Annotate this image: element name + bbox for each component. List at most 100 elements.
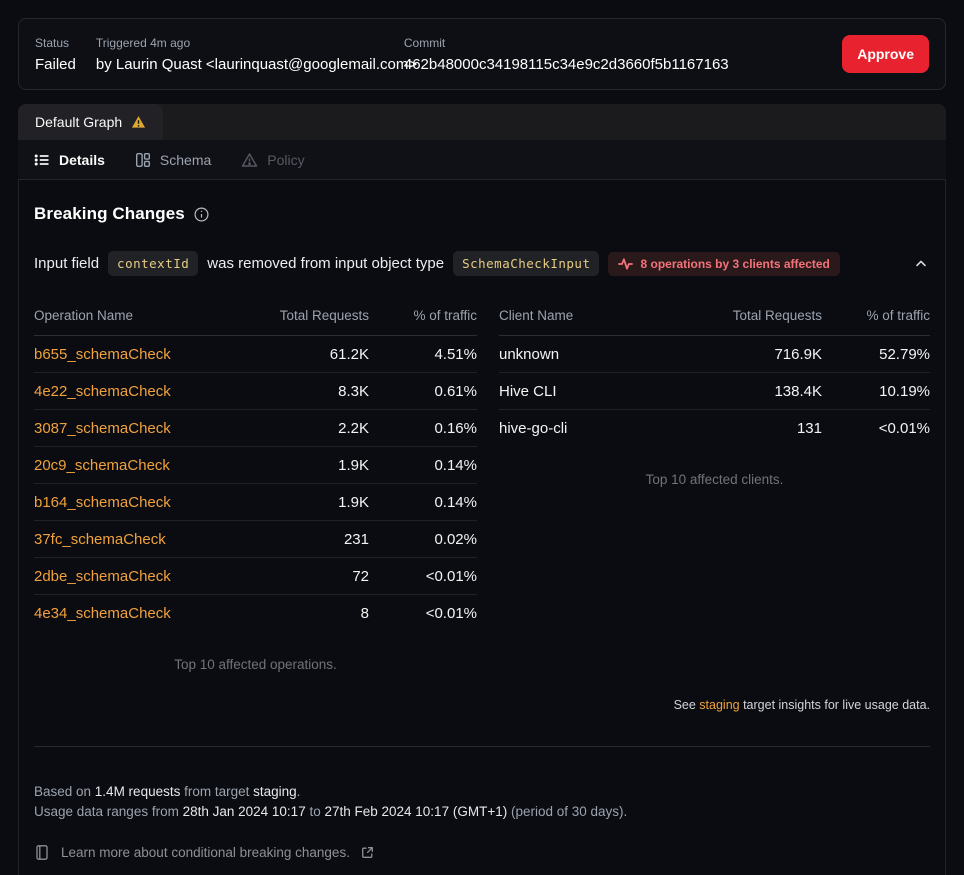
operations-header-row: Operation Name Total Requests % of traff…	[34, 304, 477, 336]
operations-col-requests: Total Requests	[224, 304, 369, 336]
total-requests-cell: 1.9K	[224, 446, 369, 484]
triggered-label: Triggered 4m ago	[95, 35, 191, 50]
graph-tab-strip: Default Graph	[18, 104, 946, 140]
total-requests-cell: 231	[224, 520, 369, 558]
clients-col-traffic: % of traffic	[822, 304, 930, 336]
list-icon	[34, 152, 50, 168]
range-to: to	[305, 803, 325, 819]
info-icon[interactable]	[194, 206, 209, 222]
tab-schema-label: Schema	[159, 151, 212, 168]
table-row: 3087_schemaCheck 2.2K 0.16%	[34, 409, 477, 447]
traffic-percent-cell: 10.19%	[822, 372, 930, 410]
operation-name-cell[interactable]: 2dbe_schemaCheck	[34, 557, 224, 595]
affected-badge: 8 operations by 3 clients affected	[608, 251, 840, 276]
clients-column: Client Name Total Requests % of traffic …	[499, 304, 930, 672]
chevron-up-icon[interactable]	[912, 255, 930, 272]
tab-policy-label: Policy	[267, 151, 305, 168]
affected-badge-label: 8 operations by 3 clients affected	[640, 256, 830, 271]
total-requests-cell: 138.4K	[677, 372, 822, 410]
operation-name-cell[interactable]: b164_schemaCheck	[34, 483, 224, 521]
operation-name-cell[interactable]: 4e34_schemaCheck	[34, 594, 224, 632]
clients-col-requests: Total Requests	[677, 304, 822, 336]
operation-name-cell[interactable]: 20c9_schemaCheck	[34, 446, 224, 484]
table-row: unknown 716.9K 52.79%	[499, 336, 930, 373]
client-name-cell: unknown	[499, 345, 560, 363]
clients-col-name: Client Name	[499, 304, 677, 336]
book-icon	[34, 844, 50, 861]
total-requests-cell: 8.3K	[224, 372, 369, 410]
table-row: b655_schemaCheck 61.2K 4.51%	[34, 336, 477, 373]
range-end-date: 27th Feb 2024 10:17 (GMT+1)	[324, 803, 508, 819]
insights-note-prefix: See	[673, 697, 700, 712]
triggered-author: by Laurin Quast <laurinquast@googlemail.…	[95, 55, 418, 73]
traffic-percent-cell: 0.61%	[369, 372, 477, 410]
range-suffix: (period of 30 days).	[507, 803, 628, 819]
staging-link[interactable]: staging	[699, 697, 740, 712]
usage-summary-line2: Usage data ranges from 28th Jan 2024 10:…	[34, 802, 930, 822]
activity-icon	[618, 257, 634, 271]
clients-table: Client Name Total Requests % of traffic …	[499, 304, 930, 447]
operations-col-name: Operation Name	[34, 304, 224, 336]
divider	[34, 745, 930, 747]
total-requests-cell: 72	[224, 557, 369, 595]
tab-policy[interactable]: Policy	[241, 151, 305, 168]
traffic-percent-cell: <0.01%	[369, 594, 477, 632]
table-row: 2dbe_schemaCheck 72 <0.01%	[34, 557, 477, 595]
client-name-cell: Hive CLI	[499, 372, 677, 410]
total-requests-cell: 61.2K	[329, 345, 369, 363]
range-start-date: 28th Jan 2024 10:17	[182, 803, 306, 819]
operations-column: Operation Name Total Requests % of traff…	[34, 304, 477, 672]
based-suffix: .	[296, 783, 301, 799]
insights-note: See staging target insights for live usa…	[34, 698, 930, 712]
commit-hash: 462b48000c34198115c34e9c2d3660f5b1167163	[403, 55, 729, 73]
approve-button[interactable]: Approve	[842, 35, 929, 73]
insights-note-suffix: target insights for live usage data.	[739, 697, 930, 712]
triggered-block: Triggered 4m ago by Laurin Quast <laurin…	[95, 35, 418, 74]
traffic-percent-cell: <0.01%	[369, 557, 477, 595]
schema-icon	[135, 152, 151, 168]
table-row: Hive CLI 138.4K 10.19%	[499, 372, 930, 410]
total-requests-cell: 1.9K	[224, 483, 369, 521]
operation-name-cell[interactable]: 37fc_schemaCheck	[34, 520, 224, 558]
operation-name-cell[interactable]: b655_schemaCheck	[34, 345, 171, 363]
operations-caption: Top 10 affected operations.	[174, 656, 337, 672]
field-code-badge: contextId	[108, 251, 199, 276]
range-prefix: Usage data ranges from	[34, 803, 183, 819]
clients-caption: Top 10 affected clients.	[645, 471, 784, 487]
total-requests-cell: 131	[677, 409, 822, 447]
usage-summary-line1: Based on 1.4M requests from target stagi…	[34, 782, 930, 802]
tab-details[interactable]: Details	[34, 152, 105, 168]
table-row: 4e22_schemaCheck 8.3K 0.61%	[34, 372, 477, 410]
based-prefix: Based on	[34, 783, 95, 799]
client-name-cell: hive-go-cli	[499, 409, 677, 447]
graph-tab-label: Default Graph	[35, 114, 123, 130]
operation-name-cell[interactable]: 4e22_schemaCheck	[34, 372, 224, 410]
tab-default-graph[interactable]: Default Graph	[18, 104, 164, 140]
operation-name-cell[interactable]: 3087_schemaCheck	[34, 409, 224, 447]
subtab-row: Details Schema	[18, 140, 946, 180]
type-code-badge: SchemaCheckInput	[453, 251, 600, 276]
breaking-change-row[interactable]: Input field contextId was removed from i…	[34, 251, 930, 276]
traffic-percent-cell: 0.16%	[369, 409, 477, 447]
external-link-icon	[361, 846, 374, 859]
based-mid: from target	[180, 783, 254, 799]
status-block: Status Failed	[35, 35, 76, 74]
schema-check-page: Status Failed Triggered 4m ago by Laurin…	[0, 18, 964, 875]
check-header-card: Status Failed Triggered 4m ago by Laurin…	[18, 18, 946, 90]
learn-more-link[interactable]: Learn more about conditional breaking ch…	[34, 844, 930, 861]
tab-schema[interactable]: Schema	[135, 152, 211, 168]
usage-summary: Based on 1.4M requests from target stagi…	[34, 782, 930, 822]
table-row: hive-go-cli 131 <0.01%	[499, 409, 930, 447]
table-row: b164_schemaCheck 1.9K 0.14%	[34, 483, 477, 521]
table-row: 20c9_schemaCheck 1.9K 0.14%	[34, 446, 477, 484]
clients-header-row: Client Name Total Requests % of traffic	[499, 304, 930, 336]
request-count: 1.4M requests	[94, 783, 181, 799]
traffic-percent-cell: 0.14%	[369, 483, 477, 521]
change-text-middle: was removed from input object type	[207, 255, 445, 272]
breaking-changes-title: Breaking Changes	[34, 204, 185, 223]
traffic-percent-cell: <0.01%	[822, 409, 930, 447]
traffic-percent-cell: 4.51%	[434, 345, 477, 363]
tab-details-label: Details	[59, 151, 105, 168]
usage-tables: Operation Name Total Requests % of traff…	[34, 304, 930, 672]
details-panel: Breaking Changes Input field contextId w…	[18, 180, 946, 875]
